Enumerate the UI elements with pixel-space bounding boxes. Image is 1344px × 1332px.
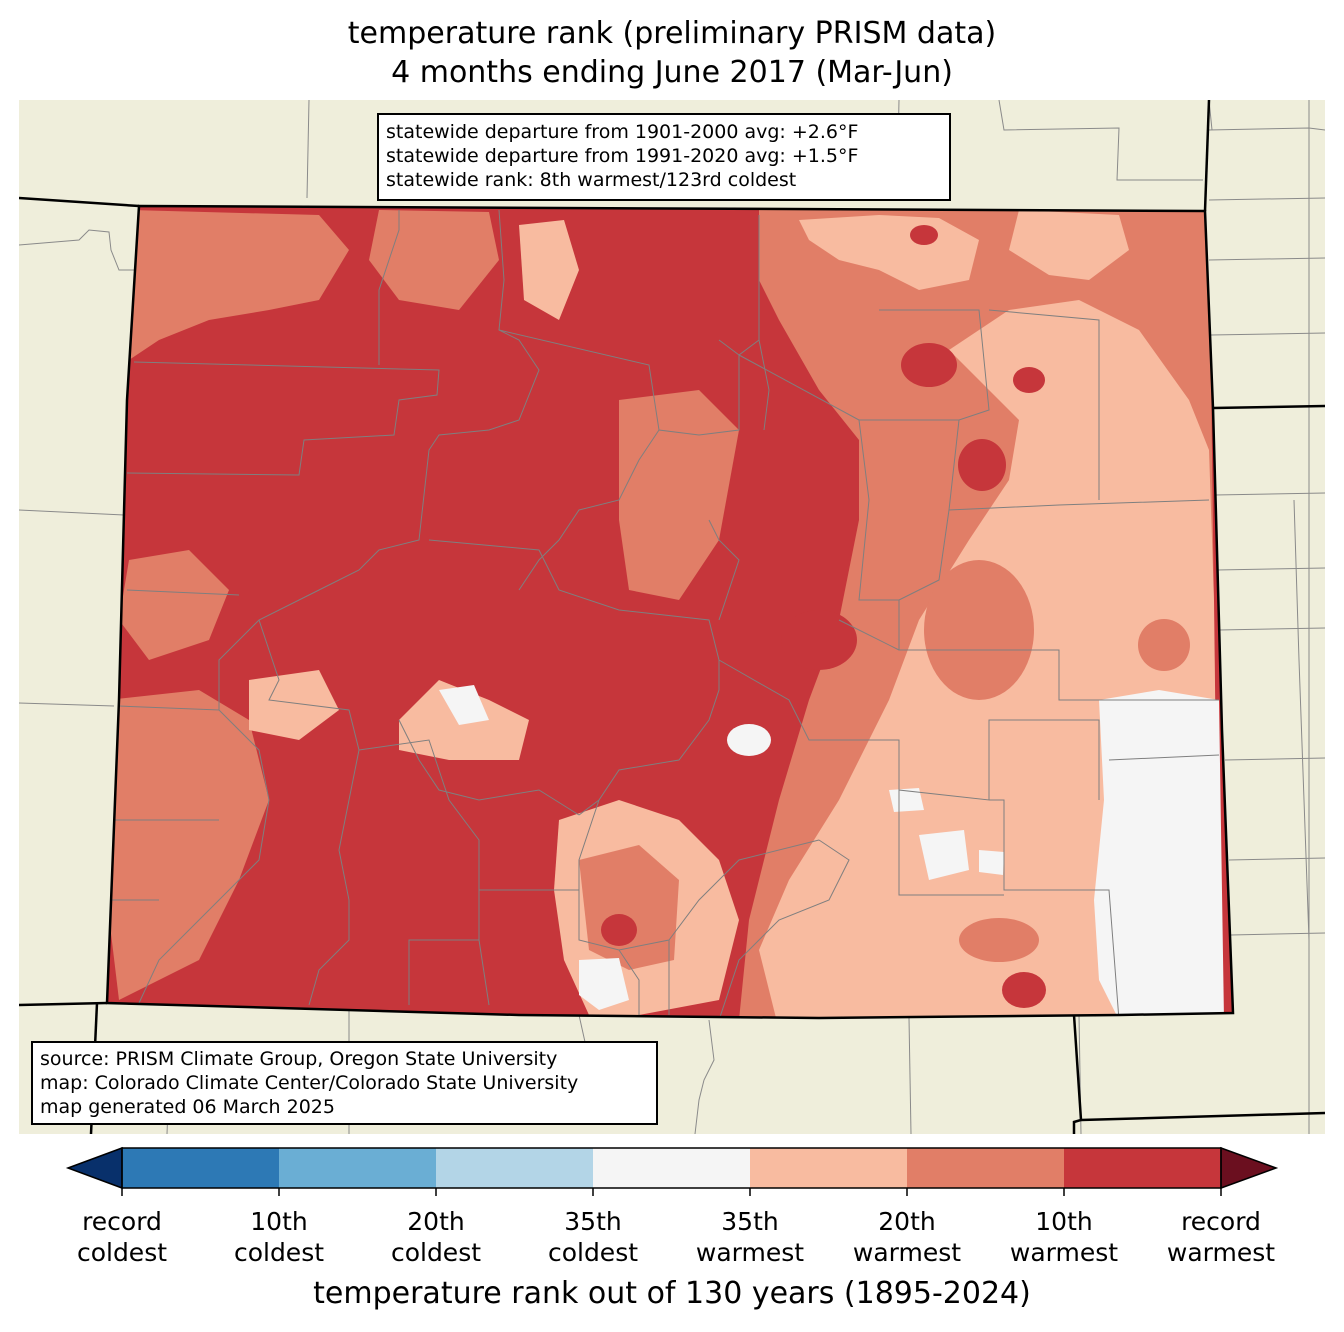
colorbar-tick-label-5: 35th warmest [670, 1206, 830, 1268]
tick-label-line2: warmest [852, 1238, 962, 1267]
region-20th-35th-warmest-ne2 [1009, 210, 1129, 280]
region-10th-20th-warmest-north [369, 210, 499, 310]
tick-label-line1: 35th [564, 1207, 622, 1236]
colorbar-bin-1 [122, 1148, 280, 1188]
colorbar-tick-label-3: 20th coldest [356, 1206, 516, 1268]
region-near-normal-southeast [1094, 690, 1224, 1018]
record-warm-spot-south [601, 914, 637, 946]
region-10th-20th-warmest-sw [107, 690, 269, 1000]
source-line: source: PRISM Climate Group, Oregon Stat… [40, 1048, 558, 1070]
map-credit-line: map: Colorado Climate Center/Colorado St… [40, 1072, 579, 1094]
colorbar-bin-5 [750, 1148, 908, 1188]
record-warm-spot-4 [910, 225, 938, 245]
region-20th-35th-warmest-west [249, 670, 339, 740]
colorbar [65, 1146, 1279, 1196]
colorbar-extend-low [65, 1146, 123, 1190]
colorado-temperature-rank-map [19, 100, 1325, 1134]
tick-label-line2: coldest [390, 1238, 482, 1267]
record-warm-spot-2 [1013, 367, 1045, 393]
warm-spot-5 [1138, 619, 1190, 671]
source-credits-box: source: PRISM Climate Group, Oregon Stat… [31, 1041, 658, 1125]
colorbar-tick-label-7: 10th warmest [984, 1206, 1144, 1268]
departure-1991-2020: statewide departure from 1991-2020 avg: … [386, 145, 859, 167]
tick-label-line2: coldest [233, 1238, 325, 1267]
colorbar-extend-high [1220, 1146, 1279, 1190]
tick-label-line1: 10th [250, 1207, 308, 1236]
map-title-line1: temperature rank (preliminary PRISM data… [347, 16, 997, 51]
tick-label-line1: 35th [721, 1207, 779, 1236]
statewide-rank: statewide rank: 8th warmest/123rd coldes… [386, 169, 797, 191]
region-near-normal-central [727, 724, 771, 756]
record-warm-spot-6 [1002, 972, 1046, 1008]
tick-label-line1: record [1181, 1207, 1261, 1236]
region-near-normal-sanjuan [439, 685, 489, 725]
tick-label-line2: warmest [1009, 1238, 1119, 1267]
colorbar-label: temperature rank out of 130 years (1895-… [313, 1276, 1031, 1311]
map-generated-line: map generated 06 March 2025 [40, 1096, 335, 1118]
colorbar-tick-label-8: record warmest [1141, 1206, 1301, 1268]
region-near-normal-se3 [889, 788, 924, 812]
colorbar-bin-6 [907, 1148, 1065, 1188]
tick-label-line2: coldest [76, 1238, 168, 1267]
record-warm-spot-7 [781, 610, 857, 670]
region-10th-20th-warmest-nw [129, 210, 349, 360]
region-near-normal-south [579, 958, 629, 1010]
tick-label-line1: record [82, 1207, 162, 1236]
tick-label-line2: warmest [1166, 1238, 1276, 1267]
tick-label-line1: 20th [878, 1207, 936, 1236]
map-panel [19, 100, 1325, 1134]
colorado-border [105, 204, 1235, 1020]
tick-label-line2: warmest [695, 1238, 805, 1267]
tick-label-line1: 10th [1035, 1207, 1093, 1236]
colorbar-tick-label-2: 10th coldest [199, 1206, 359, 1268]
statewide-stats-box: statewide departure from 1901-2000 avg: … [377, 113, 951, 201]
region-20th-35th-warmest-north [519, 220, 579, 320]
colorbar-bin-2 [279, 1148, 437, 1188]
region-near-normal-se2 [919, 830, 969, 880]
colorbar-tick-label-1: record coldest [42, 1206, 202, 1268]
tick-label-line1: 20th [407, 1207, 465, 1236]
region-10th-20th-warmest-frontrange [619, 390, 739, 600]
warm-spot-9 [959, 918, 1039, 962]
colorbar-bin-7 [1064, 1148, 1222, 1188]
colorbar-tick-label-4: 35th coldest [513, 1206, 673, 1268]
tick-label-line2: coldest [547, 1238, 639, 1267]
warm-spot-8 [924, 560, 1034, 700]
colorbar-outline [121, 1147, 1222, 1189]
colorado-county-lines [107, 209, 1220, 1018]
region-10th-20th-warmest-west [119, 550, 229, 660]
map-title-line2: 4 months ending June 2017 (Mar-Jun) [391, 55, 953, 90]
colorbar-bin-4 [593, 1148, 751, 1188]
record-warm-spot-1 [901, 343, 957, 387]
colorbar-tick-label-6: 20th warmest [827, 1206, 987, 1268]
colorbar-bin-3 [436, 1148, 594, 1188]
region-near-normal-se4 [979, 850, 1004, 875]
departure-1901-2000: statewide departure from 1901-2000 avg: … [386, 121, 859, 143]
record-warm-spot-3 [958, 439, 1006, 491]
